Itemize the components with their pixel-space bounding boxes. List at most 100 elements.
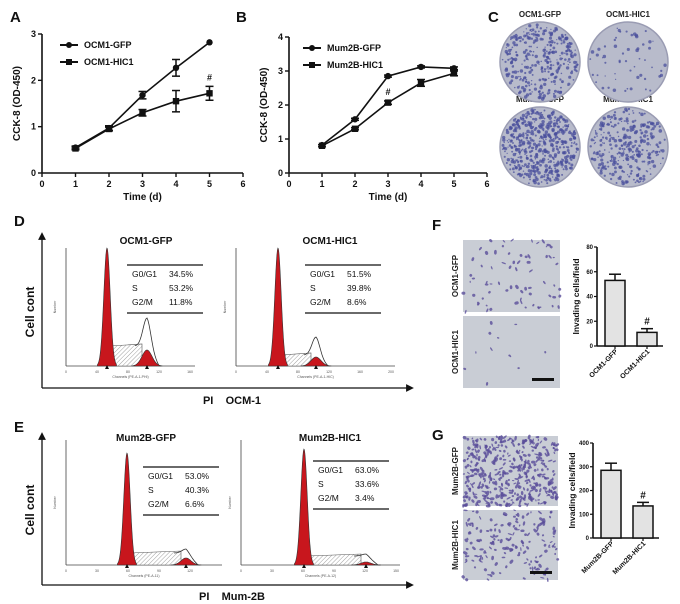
colony <box>551 156 555 159</box>
colony <box>624 89 627 92</box>
colony <box>660 162 662 165</box>
legend-label: Mum2B-GFP <box>327 43 381 53</box>
colony <box>519 159 522 163</box>
colony <box>599 153 601 155</box>
colony <box>511 159 514 161</box>
bar-mum2b-hic1 <box>632 505 654 539</box>
stained-cell <box>516 493 519 497</box>
colony <box>527 146 531 149</box>
colony <box>552 174 554 176</box>
colony <box>609 138 612 141</box>
histogram-outline <box>173 548 200 566</box>
stained-cell <box>558 294 562 298</box>
colony <box>512 142 514 144</box>
stained-cell <box>493 478 496 481</box>
stained-cell <box>529 498 533 502</box>
stained-cell <box>477 455 481 461</box>
stained-cell <box>481 556 484 560</box>
colony <box>557 67 560 70</box>
x-tick-label: OCM1-HIC1 <box>619 348 651 380</box>
colony <box>610 147 613 150</box>
colony <box>614 78 617 81</box>
colony <box>505 47 507 49</box>
colony <box>533 180 537 185</box>
colony <box>523 137 525 139</box>
colony <box>540 97 545 101</box>
colony <box>510 79 514 83</box>
stained-cell <box>465 495 468 499</box>
colony <box>516 139 518 141</box>
colony <box>621 147 624 150</box>
colony <box>549 120 553 124</box>
colony <box>506 43 509 45</box>
colony <box>625 30 628 33</box>
g0g1-peak <box>294 448 314 566</box>
colony <box>600 134 602 136</box>
stained-cell <box>505 502 509 506</box>
legend-label: Mum2B-HIC1 <box>327 60 383 70</box>
stained-cell <box>484 472 487 476</box>
stained-cell <box>537 438 540 442</box>
stained-cell <box>519 495 523 500</box>
scale-bar <box>530 571 552 574</box>
stained-cell <box>463 499 466 503</box>
colony <box>509 126 513 130</box>
stained-cell <box>467 454 471 458</box>
stained-cell <box>480 485 483 489</box>
colony <box>568 61 571 64</box>
stained-cell <box>493 523 498 527</box>
stained-cell <box>498 467 504 470</box>
colony <box>568 42 572 46</box>
stained-cell <box>479 555 483 558</box>
colony <box>652 149 655 153</box>
data-point <box>450 70 458 77</box>
stained-cell <box>514 527 518 531</box>
stained-cell <box>548 544 551 547</box>
stained-cell <box>494 249 497 255</box>
flow-cytometry-d: Cell cont PI OCM-1 0 40 80 120 160 Channels (… <box>23 232 414 407</box>
stained-cell <box>554 552 557 555</box>
colony <box>601 129 603 131</box>
stained-cell <box>484 457 486 463</box>
colony <box>626 143 631 148</box>
colony <box>642 180 644 183</box>
colony <box>518 36 522 40</box>
colony <box>515 53 519 57</box>
data-point <box>172 97 180 105</box>
stained-cell <box>465 554 467 557</box>
stained-cell <box>530 445 536 449</box>
colony <box>612 159 616 163</box>
colony <box>519 117 522 120</box>
colony <box>648 46 652 50</box>
colony <box>526 110 530 114</box>
colony <box>550 39 554 44</box>
colony <box>614 166 617 170</box>
chart-a-ocm1-proliferation: 0 1 2 3 0 1 2 3 4 5 6 Time (d) CCK-8 (OD-450) OCM1-GF… <box>12 29 246 203</box>
stained-cell <box>558 287 562 291</box>
colony <box>624 180 628 184</box>
colony <box>645 125 649 129</box>
x-axis-label: PI OCM-1 <box>203 395 261 407</box>
colony <box>618 175 622 179</box>
colony <box>661 157 664 160</box>
data-point <box>384 99 392 106</box>
stained-cell <box>500 444 504 447</box>
x-tick-label: 0 <box>286 179 291 189</box>
colony <box>650 159 655 164</box>
colony <box>612 88 617 93</box>
colony <box>535 169 539 173</box>
stained-cell <box>489 490 492 494</box>
stained-cell <box>552 256 555 259</box>
colony <box>540 68 543 71</box>
colony <box>543 82 547 87</box>
colony <box>535 144 539 148</box>
colony <box>518 127 521 130</box>
stained-cell <box>541 239 545 244</box>
colony <box>564 37 568 41</box>
stained-cell <box>502 458 507 461</box>
colony <box>530 169 532 171</box>
colony <box>511 46 514 49</box>
colony <box>530 33 533 35</box>
colony <box>622 136 626 140</box>
stained-cell <box>514 323 518 326</box>
